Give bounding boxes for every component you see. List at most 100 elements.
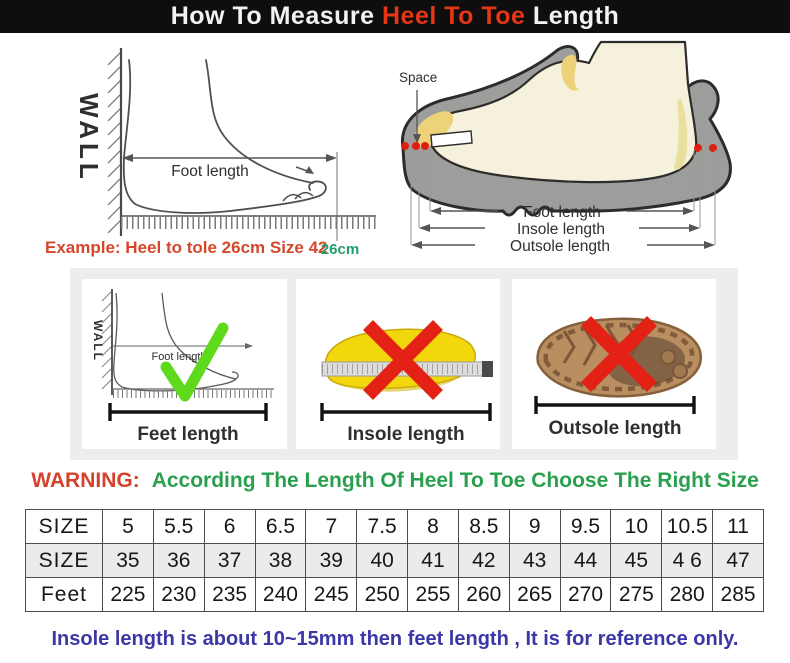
- heel-lug-2: [672, 363, 688, 379]
- arrowhead-left: [122, 154, 133, 162]
- warning-line: WARNING: According The Length Of Heel To …: [0, 469, 790, 493]
- outsole-length-graphic: Outsole length: [534, 316, 702, 439]
- mini-wall-hatching: [101, 290, 113, 390]
- ol-arrow-right: [704, 241, 715, 249]
- size-cell: 39: [305, 543, 358, 578]
- check-icon: [160, 322, 229, 402]
- outsole-length-label: Outsole length: [510, 238, 610, 255]
- warning-prefix: WARNING:: [31, 469, 140, 492]
- shoe-section-diagram: Space Foot length Insole length: [399, 40, 732, 255]
- size-cell: 230: [152, 577, 205, 612]
- wall-foot-diagram: WALL Foot length: [74, 48, 376, 241]
- row-header: Feet: [25, 577, 103, 612]
- size-cell: 5.5: [152, 509, 205, 544]
- foot-length-label: Foot length: [523, 204, 601, 221]
- arrowhead-right: [326, 154, 337, 162]
- size-table: SIZE 5 5.5 6 6.5 7 7.5 8 8.5 9 9.5 10 10.5 11 SIZE 35 36…: [25, 509, 764, 612]
- tape-end-clip: [482, 361, 493, 377]
- warning-message: According The Length Of Heel To Toe Choo…: [151, 469, 759, 492]
- title-prefix: How To Measure: [170, 2, 375, 30]
- size-cell: 45: [610, 543, 663, 578]
- size-cell: 9: [508, 509, 561, 544]
- size-cell: 265: [508, 577, 561, 612]
- toe-lines: [282, 191, 314, 202]
- size-cell: 245: [305, 577, 358, 612]
- size-cell: 250: [356, 577, 409, 612]
- space-label: Space: [399, 70, 437, 85]
- size-cell: 280: [661, 577, 714, 612]
- il-arrow-left: [419, 224, 430, 232]
- size-cell: 10.5: [661, 509, 714, 544]
- mini-arrowhead-right: [245, 343, 253, 349]
- size-cell: 285: [712, 577, 764, 612]
- title-suffix: Length: [532, 2, 620, 30]
- size-cell: 44: [559, 543, 612, 578]
- size-cell: 11: [712, 509, 764, 544]
- size-cell: 35: [102, 543, 154, 578]
- size-cell: 36: [152, 543, 205, 578]
- size-cell: 255: [407, 577, 459, 612]
- size-table-row: Feet 225 230 235 240 245 250 255 260 265 270 275 280…: [25, 577, 764, 612]
- panel-outsole-length: Outsole length: [512, 279, 716, 449]
- size-cell: 6: [203, 509, 256, 544]
- mini-wall-label: WALL: [91, 320, 105, 362]
- size-cell: 7.5: [356, 509, 409, 544]
- row-header: SIZE: [25, 509, 103, 544]
- panel-label: Outsole length: [549, 418, 682, 439]
- size-table-row: SIZE 35 36 37 38 39 40 41 42 43 44 45 4 6 47: [25, 543, 764, 578]
- insole-length-label: Insole length: [517, 221, 605, 238]
- bracket: [534, 396, 696, 414]
- small-arrowhead: [305, 166, 314, 174]
- size-cell: 42: [457, 543, 510, 578]
- size-cell: 41: [407, 543, 459, 578]
- insole-length-graphic: Insole length: [320, 320, 493, 445]
- wall-label: WALL: [74, 93, 104, 183]
- insole-toe: [414, 111, 454, 148]
- insole-heel: [674, 98, 688, 170]
- size-cell: 235: [203, 577, 256, 612]
- mini-foot-outline: [113, 292, 239, 392]
- size-cell: 260: [457, 577, 510, 612]
- size-cell: 6.5: [254, 509, 307, 544]
- fl-arrow-right: [683, 207, 694, 215]
- measure-dots: [401, 142, 717, 152]
- size-cell: 47: [712, 543, 764, 578]
- title-highlight: Heel To Toe: [381, 2, 526, 30]
- outsole-rim-lugs: [543, 322, 695, 392]
- row-header: SIZE: [25, 543, 103, 578]
- panel-insole-length: Insole length: [296, 279, 500, 449]
- title-bar: How To Measure Heel To Toe Length: [0, 0, 790, 33]
- il-arrow-right: [689, 224, 700, 232]
- size-table-body: SIZE 5 5.5 6 6.5 7 7.5 8 8.5 9 9.5 10 10.5 11 SIZE 35 36…: [25, 509, 764, 612]
- mini-foot-length-label: Foot length: [151, 351, 206, 363]
- space-arrowhead: [413, 134, 421, 144]
- footnote: Insole length is about 10~15mm then feet…: [51, 628, 739, 650]
- size-cell: 270: [559, 577, 612, 612]
- size-cell: 10: [610, 509, 663, 544]
- foot-in-shoe: [428, 40, 698, 184]
- foot-instep: [205, 59, 314, 184]
- panel-label: Feet length: [137, 424, 238, 445]
- heel-lug-1: [660, 349, 676, 365]
- foot-length-label: Foot length: [171, 163, 249, 180]
- size-cell: 9.5: [559, 509, 612, 544]
- toe-space-notch: [430, 130, 473, 148]
- size-cell: 275: [610, 577, 663, 612]
- size-cell: 5: [102, 509, 154, 544]
- panel-feet-length: WALL Foot length Feet length: [82, 279, 287, 449]
- mini-foot-instep: [161, 292, 237, 380]
- size-cell: 8: [407, 509, 459, 544]
- ol-arrow-left: [411, 241, 422, 249]
- feet-length-graphic: WALL Foot length Feet length: [91, 289, 274, 445]
- size-cell: 43: [508, 543, 561, 578]
- example-value: 26cm: [320, 241, 360, 258]
- guide-lines: [410, 150, 716, 245]
- panel-label: Insole length: [347, 424, 464, 445]
- wall-hatching: [107, 51, 122, 234]
- size-cell: 37: [203, 543, 256, 578]
- size-table-row: SIZE 5 5.5 6 6.5 7 7.5 8 8.5 9 9.5 10 10.5 11: [25, 509, 764, 544]
- cross-icon: [363, 320, 443, 400]
- outsole-tread-lines: [562, 324, 640, 366]
- example-text: Example: Heel to tole 26cm Size 42: [45, 238, 328, 257]
- size-cell: 7: [305, 509, 358, 544]
